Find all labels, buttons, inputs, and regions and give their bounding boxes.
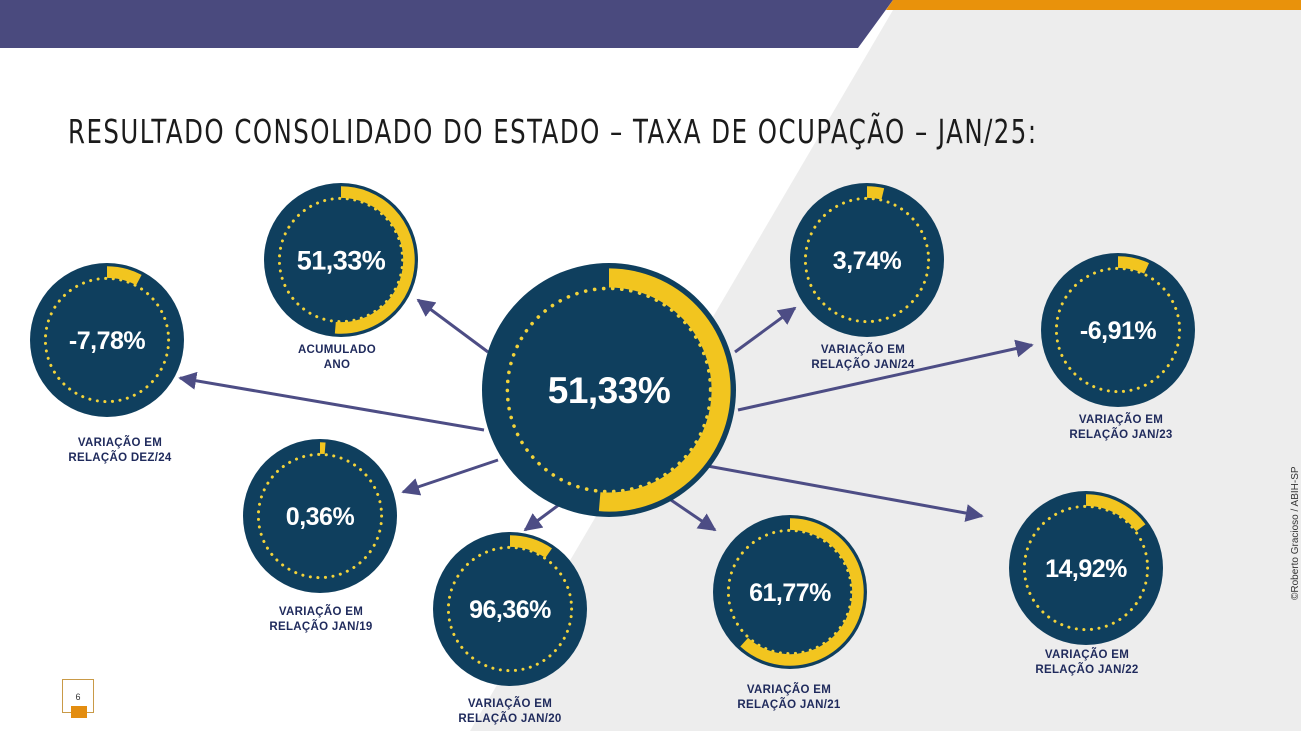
gauge-progress-arc [866, 186, 885, 200]
caption-jan22: VARIAÇÃO EM RELAÇÃO JAN/22 [1002, 648, 1172, 678]
gauge-progress-arc [740, 518, 864, 666]
caption-dez24: VARIAÇÃO EM RELAÇÃO DEZ/24 [35, 436, 205, 466]
gauge-value: 51,33% [548, 370, 671, 411]
gauge-value: 51,33% [297, 245, 386, 275]
gauge-dotted-ring [726, 528, 854, 656]
gauge-value: 0,36% [286, 503, 355, 531]
caption-line: VARIAÇÃO EM [820, 344, 906, 356]
caption-line: ACUMULADO [297, 344, 377, 356]
page-title: RESULTADO CONSOLIDADO DO ESTADO – TAXA D… [68, 112, 1038, 151]
jan21-gauge: 61,77% [713, 515, 867, 669]
gauge-value: 14,92% [1045, 555, 1127, 583]
caption-jan21: VARIAÇÃO EM RELAÇÃO JAN/21 [704, 683, 874, 713]
gauge-disc [30, 263, 184, 417]
jan20-gauge: 96,36% [433, 532, 587, 686]
caption-line: VARIAÇÃO EM [1044, 649, 1130, 661]
page-number-box: 6 [62, 679, 94, 718]
jan19-gauge: 0,36% [243, 439, 397, 593]
gauge-disc [713, 515, 867, 669]
gauge-disc [264, 183, 418, 337]
page-number: 6 [75, 692, 81, 702]
gauge-disc [482, 263, 736, 517]
gauge-dotted-ring [256, 452, 384, 580]
gauge-disc [790, 183, 944, 337]
arrow-to-jan24 [734, 306, 797, 354]
gauge-progress-arc [598, 268, 731, 512]
caption-jan23: VARIAÇÃO EM RELAÇÃO JAN/23 [1036, 413, 1206, 443]
caption-line: RELAÇÃO DEZ/24 [68, 452, 172, 464]
caption-line: VARIAÇÃO EM [467, 698, 553, 710]
gauge-dotted-ring [277, 196, 405, 324]
caption-line: RELAÇÃO JAN/23 [1069, 429, 1173, 441]
gauge-progress-arc [1117, 256, 1150, 274]
gauge-progress-arc [509, 535, 552, 559]
page-number-accent [71, 706, 87, 718]
caption-line: VARIAÇÃO EM [77, 437, 163, 449]
caption-line: VARIAÇÃO EM [746, 684, 832, 696]
caption-line: VARIAÇÃO EM [1078, 414, 1164, 426]
gauge-progress-arc [334, 186, 415, 334]
gauge-value: 3,74% [833, 247, 902, 275]
arrow-to-dez24 [178, 371, 485, 432]
caption-line: RELAÇÃO JAN/20 [458, 713, 562, 725]
gauge-value: 96,36% [469, 596, 551, 624]
caption-line: RELAÇÃO JAN/21 [737, 699, 841, 711]
gauge-dotted-ring [803, 196, 931, 324]
gauge-dotted-ring [43, 276, 171, 404]
caption-line: RELAÇÃO JAN/24 [811, 359, 915, 371]
caption-line: ANO [323, 359, 351, 371]
gauge-disc [433, 532, 587, 686]
gauge-dotted-ring [1054, 266, 1182, 394]
gauge-dotted-ring [446, 545, 574, 673]
dez24-gauge: -7,78% [30, 263, 184, 417]
acumulado-gauge: 51,33% [264, 183, 418, 337]
caption-line: VARIAÇÃO EM [278, 606, 364, 618]
gauge-progress-arc [1085, 494, 1146, 532]
caption-jan24: VARIAÇÃO EM RELAÇÃO JAN/24 [778, 343, 948, 373]
top-purple-bar [0, 0, 893, 48]
gauge-value: -6,91% [1080, 317, 1156, 345]
gauge-value: -7,78% [69, 327, 145, 355]
gauge-progress-arc [106, 266, 142, 286]
caption-line: RELAÇÃO JAN/19 [269, 621, 373, 633]
photo-credit: ©Roberto Gracioso / ABIH-SP [1290, 466, 1301, 600]
gauge-disc [1009, 491, 1163, 645]
caption-acumulado: ACUMULADO ANO [252, 343, 422, 373]
gauge-disc [1041, 253, 1195, 407]
center-gauge: 51,33% [482, 263, 736, 517]
jan24-gauge: 3,74% [790, 183, 944, 337]
arrow-to-jan21 [667, 496, 717, 532]
caption-jan20: VARIAÇÃO EM RELAÇÃO JAN/20 [425, 697, 595, 727]
arrow-to-acumulado [416, 298, 489, 354]
gauge-value: 61,77% [749, 579, 831, 607]
jan22-gauge: 14,92% [1009, 491, 1163, 645]
gauge-dotted-ring [1022, 504, 1150, 632]
caption-jan19: VARIAÇÃO EM RELAÇÃO JAN/19 [236, 605, 406, 635]
gauge-disc [243, 439, 397, 593]
arrow-to-jan20 [523, 502, 561, 532]
arrow-to-jan23 [737, 339, 1034, 412]
top-orange-bar [886, 0, 1301, 10]
arrow-to-jan19 [401, 458, 499, 496]
arrow-to-jan22 [701, 463, 984, 522]
caption-line: RELAÇÃO JAN/22 [1035, 664, 1139, 676]
gauge-dotted-ring [505, 286, 713, 494]
jan23-gauge: -6,91% [1041, 253, 1195, 407]
